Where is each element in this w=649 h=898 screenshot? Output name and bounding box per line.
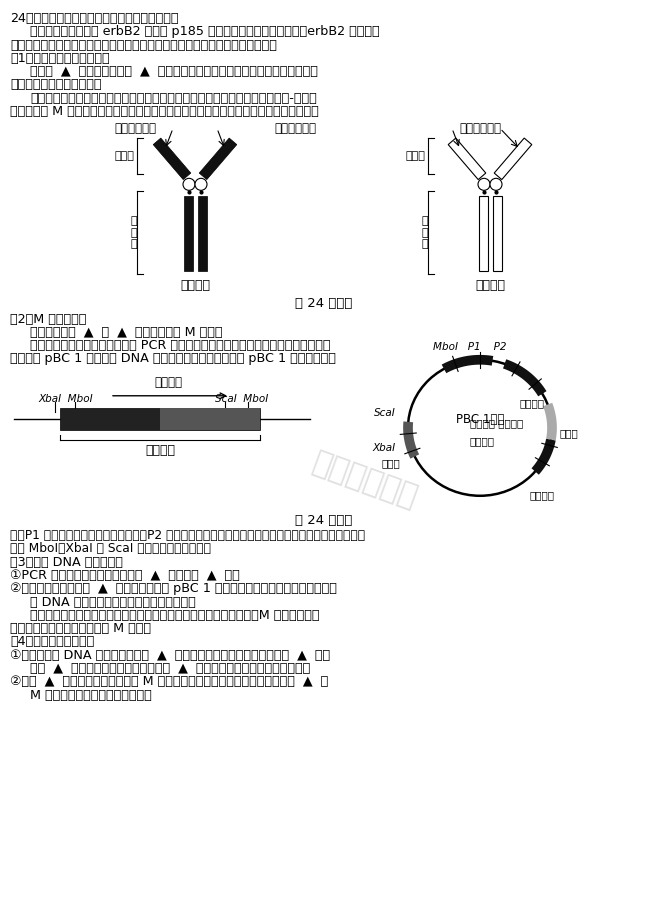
- Text: 抗原结合位点: 抗原结合位点: [274, 122, 316, 136]
- Text: 恒
定
区: 恒 定 区: [422, 216, 428, 250]
- Text: 注：P1 为山羊乳腺特异性表达启动子，P2 为四环素诱导启动子（必须在四环素存在时才能起作用）；限: 注：P1 为山羊乳腺特异性表达启动子，P2 为四环素诱导启动子（必须在四环素存在…: [10, 529, 365, 542]
- Text: ①通常将重组 DNA 分子导入小鼠的  ▲  （填细胞名称），在培养液中加入  ▲  后，: ①通常将重组 DNA 分子导入小鼠的 ▲ （填细胞名称），在培养液中加入 ▲ 后…: [10, 648, 330, 662]
- Text: 第 24 题图甲: 第 24 题图甲: [295, 297, 352, 311]
- Polygon shape: [197, 197, 206, 271]
- Polygon shape: [199, 138, 237, 180]
- Text: 抗原结合位点: 抗原结合位点: [114, 122, 156, 136]
- Text: 抗体由  ▲  细胞分泌，可将  ▲  注入小鼠体内，经杂交瘮技术获得相应的鼠源单: 抗体由 ▲ 细胞分泌，可将 ▲ 注入小鼠体内，经杂交瘮技术获得相应的鼠源单: [30, 66, 318, 78]
- Text: 复制起点: 复制起点: [530, 489, 555, 500]
- Text: 24．结合所学知识及下列资料，完成相关设计。: 24．结合所学知识及下列资料，完成相关设计。: [10, 12, 178, 25]
- Text: 资料三：获得相关基因后，利用 PCR 技术进行融合得到目的基因，可选择与乳腺细胞: 资料三：获得相关基因后，利用 PCR 技术进行融合得到目的基因，可选择与乳腺细胞: [30, 339, 330, 352]
- Text: XbaI  MboI: XbaI MboI: [38, 394, 93, 404]
- Circle shape: [478, 179, 490, 190]
- Bar: [160, 408, 260, 430]
- Text: 转录方向: 转录方向: [154, 375, 182, 389]
- Text: 红色荧光: 红色荧光: [520, 398, 545, 408]
- Text: ScaI  MboI: ScaI MboI: [215, 394, 268, 404]
- Text: 人源抗体: 人源抗体: [475, 279, 505, 293]
- Text: 可变区: 可变区: [405, 152, 425, 162]
- Text: ②本实验应选择限制酶  ▲  切割目的基因与 pBC 1 载体，将酶切产物正确连接后形成重: ②本实验应选择限制酶 ▲ 切割目的基因与 pBC 1 载体，将酶切产物正确连接后…: [10, 582, 337, 595]
- Polygon shape: [493, 197, 502, 271]
- Text: 因都能表达，也能组装并分泌 M 抗体。: 因都能表达，也能组装并分泌 M 抗体。: [10, 622, 151, 635]
- Polygon shape: [478, 197, 487, 271]
- Text: 抗体（简称 M 抗体）可降低免疫排斥，用于肿瘤治疗。鼠源、人源抗体结构如图甲所示。: 抗体（简称 M 抗体）可降低免疫排斥，用于肿瘤治疗。鼠源、人源抗体结构如图甲所示…: [10, 105, 319, 118]
- Text: 抗原结合位点: 抗原结合位点: [459, 122, 501, 136]
- Text: 资料四：培育转基因小鼠，让目的基因在小鼠乳腺中表达。经检测，M 抗体的相关基: 资料四：培育转基因小鼠，让目的基因在小鼠乳腺中表达。经检测，M 抗体的相关基: [30, 609, 319, 621]
- Polygon shape: [448, 138, 486, 180]
- Text: 组 DNA 分子，以便后续通过荧光检测筛选。: 组 DNA 分子，以便后续通过荧光检测筛选。: [30, 595, 196, 609]
- Text: 可变区: 可变区: [114, 152, 134, 162]
- Text: 表达载体 pBC 1 构建重组 DNA 分子。目的基因、表达载体 pBC 1 如图乙所示。: 表达载体 pBC 1 构建重组 DNA 分子。目的基因、表达载体 pBC 1 如…: [10, 353, 336, 365]
- Text: 发出  ▲  荧光的即为目标细胞，再经过  ▲  等胚胎工程技术获得转基因小鼠。: 发出 ▲ 荧光的即为目标细胞，再经过 ▲ 等胚胎工程技术获得转基因小鼠。: [30, 662, 310, 675]
- Text: （1）鼠源单克隆抗体的获取: （1）鼠源单克隆抗体的获取: [10, 52, 110, 65]
- Text: 目的基因: 目的基因: [145, 444, 175, 457]
- Text: 克隆抗体，以期治疗肿瘤。: 克隆抗体，以期治疗肿瘤。: [10, 78, 101, 92]
- Text: ①PCR 扩增图示目的基因时需加入  ▲  种引物和  ▲  酶。: ①PCR 扩增图示目的基因时需加入 ▲ 种引物和 ▲ 酶。: [10, 569, 239, 582]
- Ellipse shape: [408, 360, 552, 496]
- Text: ②通过  ▲  技术检测小鼠乳汁中的 M 抗体水平，发现其含量较低，原因可能有  ▲  、: ②通过 ▲ 技术检测小鼠乳汁中的 M 抗体水平，发现其含量较低，原因可能有 ▲ …: [10, 675, 328, 688]
- Bar: [60, 408, 260, 430]
- Text: （2）M 抗体的设计: （2）M 抗体的设计: [10, 313, 86, 326]
- Circle shape: [195, 179, 207, 190]
- Circle shape: [183, 179, 195, 190]
- Text: MboI   P1    P2: MboI P1 P2: [434, 342, 507, 352]
- Polygon shape: [184, 197, 193, 271]
- Text: ScaI: ScaI: [374, 408, 396, 418]
- Text: 蓝色荧光 蛋白基因: 蓝色荧光 蛋白基因: [470, 418, 523, 427]
- Text: （4）转基因小鼠的培育: （4）转基因小鼠的培育: [10, 636, 94, 648]
- Text: （3）重组 DNA 分子的构建: （3）重组 DNA 分子的构建: [10, 556, 123, 568]
- Polygon shape: [153, 138, 191, 180]
- Text: 蛋白基因: 蛋白基因: [470, 436, 495, 445]
- Text: 鼠源抗体: 鼠源抗体: [180, 279, 210, 293]
- Text: 终止子: 终止子: [560, 427, 579, 438]
- Text: 可将图示中的  ▲  与  ▲  组合，设计出 M 抗体。: 可将图示中的 ▲ 与 ▲ 组合，设计出 M 抗体。: [30, 326, 223, 339]
- Text: M 抗体的组装及分泌过程受阔等。: M 抗体的组装及分泌过程受阔等。: [30, 689, 152, 701]
- Text: 资料二：鼠源抗体的恒定区易被人体免疫系统识别而失去作用，研制、接种人-鼠嵌合: 资料二：鼠源抗体的恒定区易被人体免疫系统识别而失去作用，研制、接种人-鼠嵌合: [30, 92, 317, 105]
- Text: 第 24 题图乙: 第 24 题图乙: [295, 514, 352, 527]
- Text: 资料一：人原癌基因 erbB2 编码的 p185 蛋白可存在于肿瘤细胞膜上，erbB2 的过量表: 资料一：人原癌基因 erbB2 编码的 p185 蛋白可存在于肿瘤细胞膜上，er…: [30, 25, 380, 39]
- Text: 恒
定
区: 恒 定 区: [130, 216, 138, 250]
- Polygon shape: [494, 138, 532, 180]
- Text: 制酶 MboⅠ、XbaⅠ 与 ScaⅠ 的识别序列均不相同。: 制酶 MboⅠ、XbaⅠ 与 ScaⅠ 的识别序列均不相同。: [10, 542, 211, 555]
- Text: PBC 1载体: PBC 1载体: [456, 413, 504, 427]
- Text: 达与肿瘤细胞侵袭、转移密切相关，人体自身免疫系统通常不会产生相应抗体。: 达与肿瘤细胞侵袭、转移密切相关，人体自身免疫系统通常不会产生相应抗体。: [10, 39, 277, 51]
- Text: XbaI: XbaI: [373, 443, 396, 453]
- Circle shape: [490, 179, 502, 190]
- Text: 终止子: 终止子: [381, 458, 400, 468]
- Text: 公众号：高中: 公众号：高中: [308, 447, 421, 513]
